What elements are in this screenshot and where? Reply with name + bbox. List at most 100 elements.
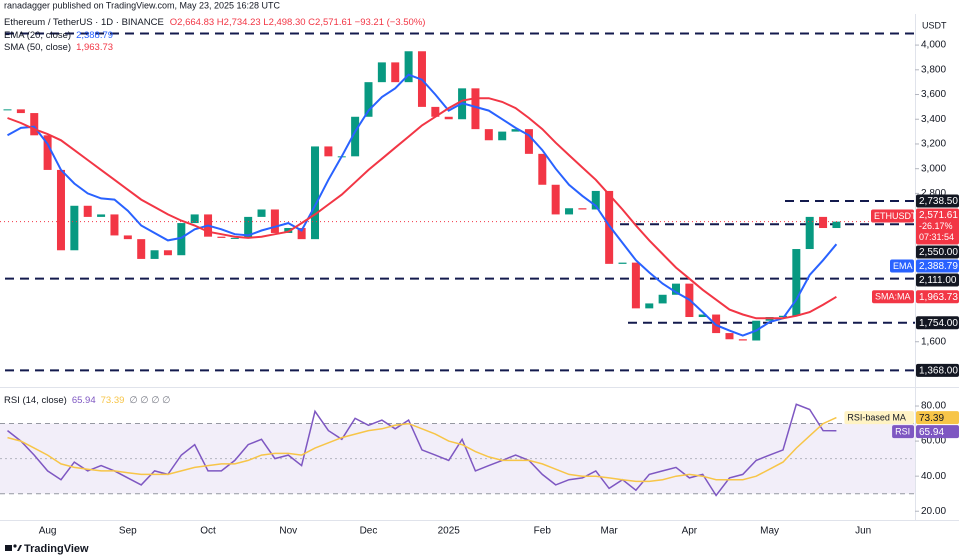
legend-value: 1,963.73 [76, 42, 113, 53]
candle [618, 262, 627, 264]
legend-name: SMA (50, close) [4, 42, 71, 53]
candle [645, 303, 654, 309]
candle [284, 228, 293, 233]
candle [538, 153, 547, 185]
candle [230, 237, 239, 239]
candle [391, 62, 400, 83]
candle [43, 135, 52, 170]
series-line [7, 97, 837, 320]
x-tick-label: Feb [534, 526, 552, 537]
value-label: 73.39 [919, 413, 944, 424]
x-tick-label: Nov [279, 526, 297, 537]
x-tick-label: Apr [682, 526, 698, 537]
candle [150, 250, 159, 259]
x-tick-label: Dec [360, 526, 378, 537]
series-badge [890, 259, 914, 273]
symbol-badge [871, 209, 914, 223]
x-tick-label: May [760, 526, 779, 537]
y-tick-label: 3,800 [921, 64, 946, 75]
candle [551, 184, 560, 215]
candle [110, 214, 119, 236]
ohlc: O2,664.83 H2,734.23 L2,498.30 C2,571.61 … [170, 17, 426, 28]
x-tick-label: Mar [601, 526, 619, 537]
candle [324, 146, 333, 157]
value-badge [916, 411, 959, 425]
x-tick-label: Aug [39, 526, 57, 537]
y-tick-label: 1,600 [921, 336, 946, 347]
legend-entry: SMA (50, close) 1,963.73 [4, 42, 113, 53]
level-label: 1,754.00 [919, 318, 958, 329]
y-tick-label: 3,400 [921, 114, 946, 125]
candle [16, 109, 25, 114]
legend-name: EMA (20, close) [4, 30, 71, 41]
candle [217, 236, 226, 238]
y-tick-label: 3,200 [921, 139, 946, 150]
series-badge [844, 411, 914, 425]
candle [177, 223, 186, 256]
series-badge-label: SMA:MA [875, 292, 911, 302]
y-tick-label: 2,800 [921, 188, 946, 199]
legend-name: RSI (14, close) [4, 395, 67, 406]
x-tick-label: Oct [200, 526, 216, 537]
candle [672, 283, 680, 295]
candle [832, 221, 841, 229]
value-badge [916, 259, 959, 273]
price-badge [916, 208, 959, 245]
candle [56, 169, 65, 251]
series-badge-label: EMA [893, 261, 913, 271]
x-tick-label: Jun [855, 526, 871, 537]
rsi-legend: RSI (14, close) 65.94 73.39 ∅ ∅ ∅ ∅ [4, 395, 170, 406]
candle [377, 62, 386, 83]
candle [311, 146, 320, 240]
candle [698, 314, 707, 318]
candle [778, 315, 787, 318]
y-tick-label: 3,000 [921, 163, 946, 174]
y-tick-label: 20.00 [921, 506, 946, 517]
value-label: 2,388.79 [919, 261, 958, 272]
level-badge [916, 245, 959, 259]
candle [565, 208, 574, 215]
footer-brand: TradingView [24, 543, 89, 555]
unit-label: USDT [922, 20, 947, 30]
candle [471, 88, 480, 130]
x-tick-label: 2025 [438, 526, 461, 537]
legend-extra: ∅ ∅ ∅ ∅ [129, 395, 170, 406]
y-tick-label: 60.00 [921, 436, 946, 447]
candle [3, 109, 12, 111]
series-badge-label: RSI-based MA [847, 412, 906, 422]
candle [297, 228, 306, 240]
series-badge-label: RSI [895, 426, 910, 436]
price-label: 2,571.61 [919, 210, 958, 221]
candle [578, 208, 587, 210]
level-badge [916, 316, 959, 330]
y-tick-label: 40.00 [921, 471, 946, 482]
level-label: 2,111.00 [919, 275, 957, 286]
candle [511, 129, 520, 132]
candle [725, 333, 734, 340]
candle [444, 116, 453, 120]
candle [524, 129, 533, 154]
candle [819, 216, 828, 229]
series-badge [892, 425, 914, 439]
candle [244, 216, 253, 238]
y-tick-label: 4,000 [921, 40, 946, 51]
value-badge [916, 290, 959, 304]
legend-value: 2,388.79 [76, 30, 113, 41]
level-badge [916, 363, 959, 377]
y-tick-label: 80.00 [921, 401, 946, 412]
publisher: ranadagger published on TradingView.com,… [4, 0, 281, 10]
legend-value: 65.94 [72, 395, 96, 406]
series-line [7, 416, 837, 483]
candle [270, 209, 279, 233]
candle [123, 235, 132, 240]
value-label: 1,963.73 [919, 292, 958, 303]
countdown-label: 07:31:54 [919, 232, 954, 242]
candle [484, 129, 493, 141]
value-label: 65.94 [919, 427, 944, 438]
candle [97, 214, 106, 217]
legend-value: 73.39 [101, 395, 125, 406]
level-label: 2,550.00 [919, 247, 958, 258]
level-badge [916, 194, 959, 208]
legend-entry: EMA (20, close) 2,388.79 [4, 30, 113, 41]
